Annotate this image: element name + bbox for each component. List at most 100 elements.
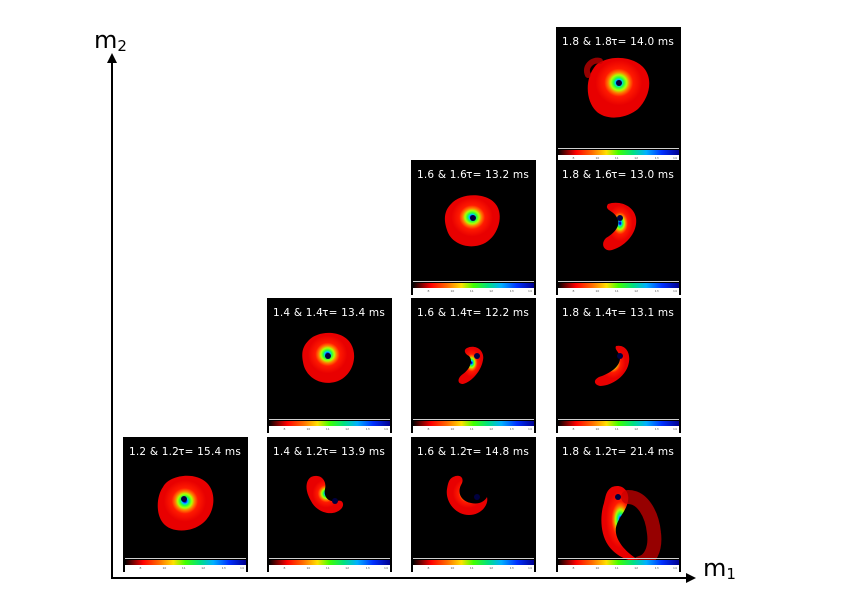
y-axis-label-main: m xyxy=(94,26,118,54)
colorbar-tick-label: 13 xyxy=(654,156,659,160)
colorbar-tick-strip xyxy=(269,426,390,433)
colorbar-separator xyxy=(413,281,534,282)
matter-distribution xyxy=(458,346,484,384)
y-axis-label-sub: 2 xyxy=(117,37,127,55)
colorbar-tick-label: 11 xyxy=(614,427,619,431)
colorbar-tick-label: 13 xyxy=(654,427,659,431)
colorbar-tick-label: 11 xyxy=(614,566,619,570)
colorbar-tick-label: 13 xyxy=(509,427,514,431)
colorbar-tick-label: 8 xyxy=(139,566,142,570)
matter-tail xyxy=(621,490,662,570)
colorbar-tick-strip xyxy=(413,426,534,433)
colorbar-tick-label: 8 xyxy=(572,289,575,293)
time-label: τ= 15.4 ms xyxy=(178,446,241,458)
colorbar-tick-label: 10 xyxy=(595,156,600,160)
colorbar-tick-label: 8 xyxy=(572,566,575,570)
central-core xyxy=(470,215,476,221)
density-map xyxy=(157,475,214,531)
colorbar-tick-label: 11 xyxy=(469,566,474,570)
colorbar-separator xyxy=(558,419,679,420)
colorbar-separator xyxy=(413,558,534,559)
colorbar-tick-label: 11 xyxy=(325,427,330,431)
colorbar-separator xyxy=(558,281,679,282)
density-map xyxy=(444,195,500,247)
density-map xyxy=(603,202,637,251)
central-core xyxy=(474,494,480,500)
colorbar-tick-label: 14 xyxy=(672,156,677,160)
simulation-panel: 1.8 & 1.6 τ= 13.0 ms 8 10 11 12 13 14 xyxy=(556,160,681,295)
density-map xyxy=(306,475,344,514)
colorbar-separator xyxy=(413,419,534,420)
colorbar-tick-label: 14 xyxy=(383,566,388,570)
x-axis-label-main: m xyxy=(703,554,727,582)
colorbar-ticks: 8 10 11 12 13 14 xyxy=(413,566,534,571)
central-core xyxy=(617,353,623,359)
time-label: τ= 14.8 ms xyxy=(466,446,529,458)
colorbar-tick-label: 12 xyxy=(201,566,206,570)
simulation-panel: 1.6 & 1.4 τ= 12.2 ms 8 10 11 12 13 14 xyxy=(411,298,536,433)
time-label: τ= 13.9 ms xyxy=(322,446,385,458)
time-label: τ= 13.1 ms xyxy=(611,307,674,319)
colorbar-tick-strip xyxy=(413,288,534,295)
colorbar-tick-label: 8 xyxy=(427,427,430,431)
colorbar-separator xyxy=(269,419,390,420)
colorbar-separator xyxy=(558,558,679,559)
colorbar xyxy=(269,560,390,565)
y-axis-label: m2 xyxy=(94,26,127,55)
colorbar xyxy=(558,560,679,565)
colorbar-tick-label: 12 xyxy=(489,566,494,570)
colorbar-ticks: 8 10 11 12 13 14 xyxy=(125,566,246,571)
mass-pair-label: 1.2 & 1.2 xyxy=(129,446,180,458)
colorbar-tick-label: 13 xyxy=(365,566,370,570)
colorbar-tick-label: 14 xyxy=(672,289,677,293)
colorbar-tick-strip xyxy=(413,565,534,572)
colorbar-tick-label: 13 xyxy=(365,427,370,431)
time-label: τ= 13.0 ms xyxy=(611,169,674,181)
colorbar-tick-label: 8 xyxy=(572,156,575,160)
colorbar-tick-strip xyxy=(558,565,679,572)
colorbar-ticks: 8 10 11 12 13 14 xyxy=(558,427,679,432)
colorbar-tick-label: 12 xyxy=(634,289,639,293)
density-map xyxy=(458,346,484,384)
colorbar-tick-strip xyxy=(558,426,679,433)
time-label: τ= 14.0 ms xyxy=(611,36,674,48)
central-core xyxy=(181,496,187,502)
colorbar-tick-label: 13 xyxy=(221,566,226,570)
colorbar-tick-label: 12 xyxy=(634,427,639,431)
mass-pair-label: 1.6 & 1.6 xyxy=(417,169,468,181)
central-core xyxy=(615,494,621,500)
colorbar-tick-label: 13 xyxy=(654,566,659,570)
colorbar-ticks: 8 10 11 12 13 14 xyxy=(413,427,534,432)
matter-distribution xyxy=(157,475,214,531)
colorbar-tick-label: 14 xyxy=(527,427,532,431)
colorbar-tick-label: 12 xyxy=(634,156,639,160)
density-map xyxy=(594,345,630,386)
colorbar-tick-label: 8 xyxy=(283,566,286,570)
simulation-panel: 1.6 & 1.6 τ= 13.2 ms 8 10 11 12 13 14 xyxy=(411,160,536,295)
colorbar-tick-label: 13 xyxy=(654,289,659,293)
simulation-panel: 1.6 & 1.2 τ= 14.8 ms 8 10 11 12 13 14 xyxy=(411,437,536,572)
central-core xyxy=(474,353,480,359)
colorbar-separator xyxy=(558,148,679,149)
colorbar xyxy=(413,421,534,426)
colorbar-tick-label: 8 xyxy=(427,289,430,293)
colorbar-tick-label: 13 xyxy=(509,566,514,570)
matter-distribution xyxy=(603,202,637,251)
matter-distribution xyxy=(306,475,344,514)
time-label: τ= 13.2 ms xyxy=(466,169,529,181)
colorbar-tick-label: 12 xyxy=(345,566,350,570)
time-label: τ= 13.4 ms xyxy=(322,307,385,319)
mass-pair-label: 1.8 & 1.4 xyxy=(562,307,613,319)
colorbar-tick-label: 10 xyxy=(450,566,455,570)
mass-pair-label: 1.8 & 1.8 xyxy=(562,36,613,48)
density-map xyxy=(446,475,488,515)
colorbar xyxy=(125,560,246,565)
colorbar-tick-label: 11 xyxy=(325,566,330,570)
central-core xyxy=(617,215,623,221)
x-axis-label: m1 xyxy=(703,554,736,582)
colorbar-tick-label: 10 xyxy=(595,427,600,431)
simulation-panel: 1.8 & 1.2 τ= 21.4 ms 8 10 11 12 13 14 xyxy=(556,437,681,572)
colorbar-tick-label: 11 xyxy=(614,156,619,160)
colorbar xyxy=(558,150,679,155)
